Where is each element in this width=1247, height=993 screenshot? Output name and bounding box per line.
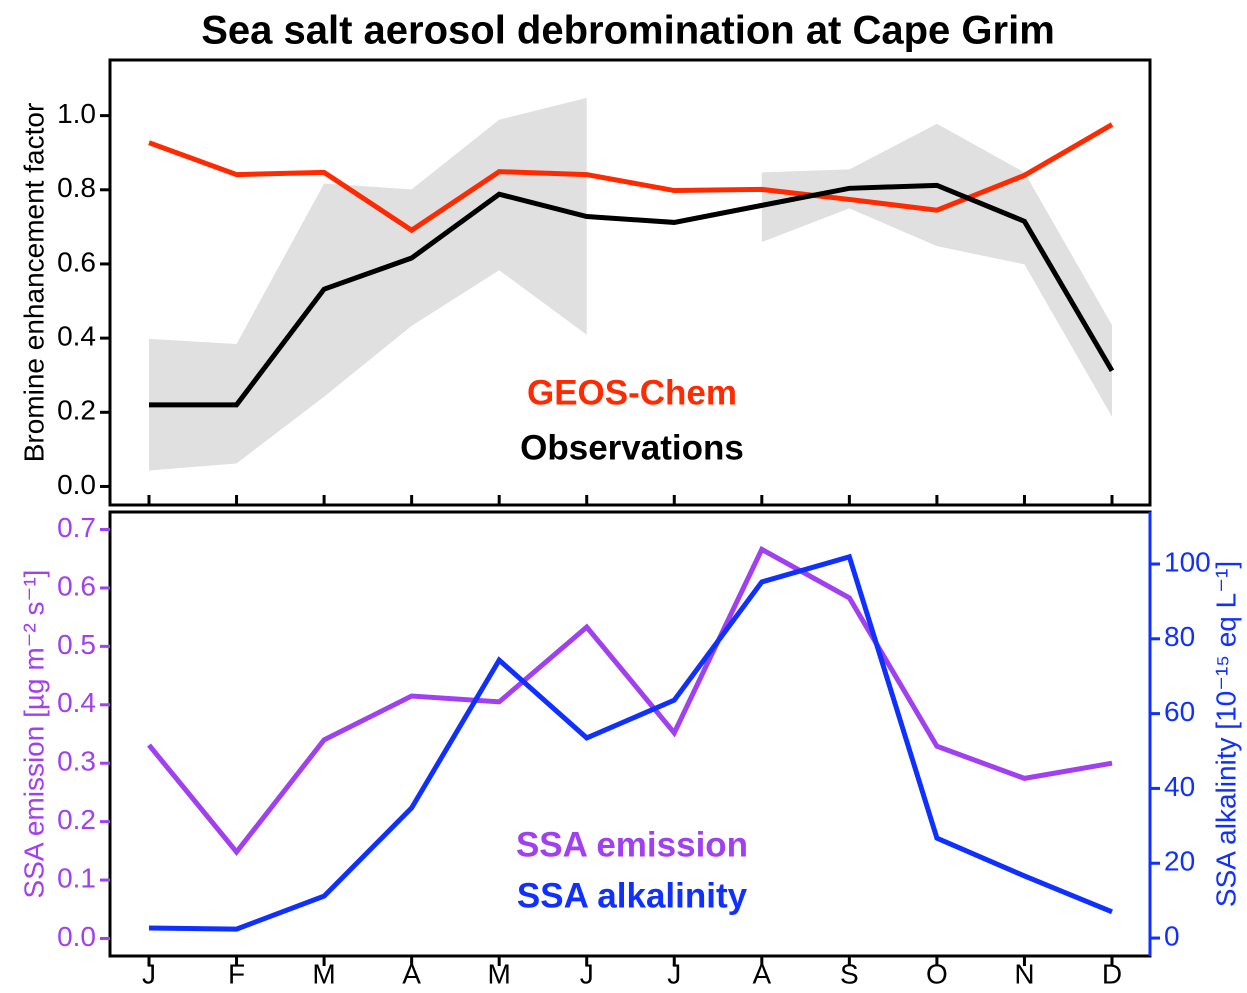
x-tick-label: A <box>752 958 771 988</box>
y2-tick-label: 100 <box>1164 546 1211 577</box>
chart-title: Sea salt aerosol debromination at Cape G… <box>201 9 1055 53</box>
series-line <box>148 122 1114 234</box>
x-tick-label: J <box>142 958 156 988</box>
y-axis-label: SSA emission [µg m⁻² s⁻¹] <box>18 570 49 899</box>
x-tick-label: J <box>667 958 681 988</box>
y2-tick-label: 80 <box>1164 621 1195 652</box>
y2-tick-label: 60 <box>1164 696 1195 727</box>
x-tick-label: A <box>402 958 421 988</box>
x-tick-label: D <box>1102 958 1122 988</box>
y-tick-label: 0.5 <box>57 629 96 660</box>
legend-label: GEOS-Chem <box>527 373 737 412</box>
y-tick-label: 0.2 <box>57 804 96 835</box>
x-tick-label: O <box>926 958 948 988</box>
y-tick-label: 0.4 <box>57 687 96 718</box>
y-tick-label: 1.0 <box>57 98 96 129</box>
range-band <box>761 123 1112 417</box>
y-tick-label: 0.7 <box>57 512 96 543</box>
y-tick-label: 0.8 <box>57 172 96 203</box>
x-tick-label: M <box>488 958 511 988</box>
series-line <box>149 182 1115 408</box>
y-tick-label: 0.1 <box>57 862 96 893</box>
x-tick-label: J <box>580 958 594 988</box>
y-tick-label: 0.3 <box>57 746 96 777</box>
y2-tick-label: 0 <box>1164 920 1180 951</box>
x-tick-label: F <box>228 958 245 988</box>
y2-tick-label: 20 <box>1164 846 1195 877</box>
x-tick-label: N <box>1014 958 1034 988</box>
range-band <box>149 97 587 471</box>
y2-axis-label: SSA alkalinity [10⁻¹⁵ eq L⁻¹] <box>1210 561 1241 907</box>
y-tick-label: 0.0 <box>57 921 96 952</box>
legend-label: SSA emission <box>516 825 748 864</box>
y-tick-label: 0.0 <box>57 469 96 500</box>
x-tick-label: S <box>840 958 859 988</box>
plot-frame <box>108 58 1152 507</box>
legend-label: SSA alkalinity <box>517 876 748 915</box>
y-tick-label: 0.6 <box>57 570 96 601</box>
series-line <box>148 553 1113 932</box>
series-line <box>147 545 1113 857</box>
y-tick-label: 0.2 <box>57 395 96 426</box>
y-axis-label: Bromine enhancement factor <box>18 103 49 463</box>
y-tick-label: 0.6 <box>57 246 96 277</box>
y-tick-label: 0.4 <box>57 321 96 352</box>
x-tick-label: M <box>312 958 335 988</box>
y2-tick-label: 40 <box>1164 771 1195 802</box>
legend-label: Observations <box>520 428 744 467</box>
